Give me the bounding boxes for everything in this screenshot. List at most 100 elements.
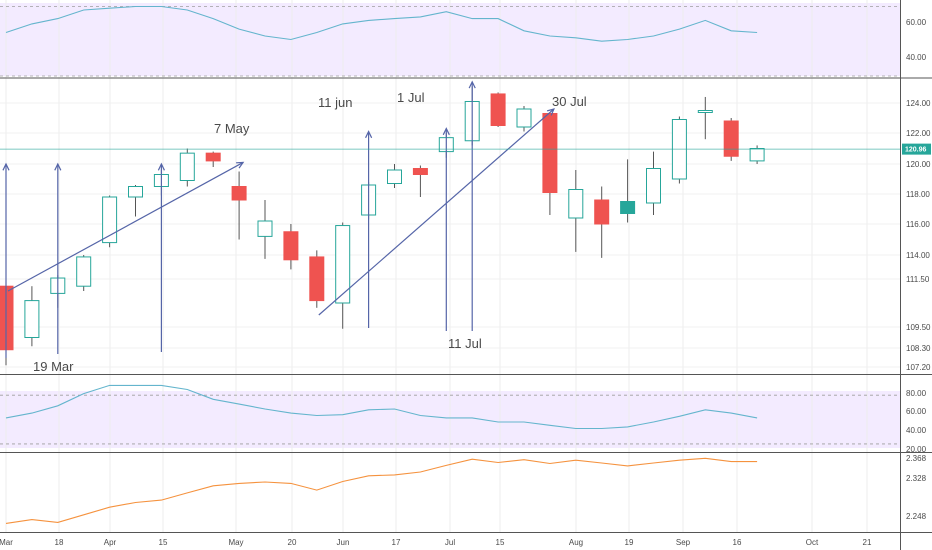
annotation-arrows xyxy=(2,80,555,358)
annotation-11-jun: 11 jun xyxy=(318,95,352,110)
candlesticks xyxy=(0,86,765,366)
candle-25 xyxy=(646,151,661,215)
bottom-indicator-line xyxy=(5,457,758,524)
price-tick-8: 108.30 xyxy=(906,344,931,353)
candle-26 xyxy=(671,116,687,184)
candle-16-body xyxy=(412,168,428,175)
candle-29 xyxy=(749,145,765,164)
bottom-tick-2: 2.248 xyxy=(906,512,927,521)
candle-23-body xyxy=(594,199,610,225)
candle-12-body xyxy=(309,256,325,302)
x-tick-11: 19 xyxy=(625,538,634,547)
vertical-arrow-5-head xyxy=(468,80,476,89)
bottom-tick-0: 2.368 xyxy=(906,454,927,463)
candle-12 xyxy=(309,250,325,308)
top-tick-0: 60.00 xyxy=(906,18,927,27)
annotation-7-may: 7 May xyxy=(214,121,250,136)
x-tick-13: 16 xyxy=(733,538,742,547)
candle-22-body xyxy=(568,189,584,219)
x-tick-3: 15 xyxy=(159,538,168,547)
candle-20-body xyxy=(516,108,532,128)
candle-7 xyxy=(179,148,195,187)
vertical-arrow-4-head xyxy=(442,127,450,136)
last-price-label: 120.96 xyxy=(905,147,927,154)
annotation-19-mar: 19 Mar xyxy=(33,359,74,374)
candle-7-body xyxy=(179,152,195,181)
vertical-arrow-1-head xyxy=(54,162,62,171)
vertical-arrow-2-head xyxy=(157,162,165,171)
x-tick-12: Sep xyxy=(676,538,691,547)
price-tick-5: 114.00 xyxy=(906,251,930,260)
price-tick-6: 111.50 xyxy=(906,275,930,284)
candle-3 xyxy=(76,255,92,291)
candle-13-body xyxy=(335,225,351,304)
candle-1 xyxy=(24,286,40,347)
x-tick-6: Jun xyxy=(337,538,350,547)
candle-25-body xyxy=(646,168,661,204)
diagonal-arrow-1-head xyxy=(546,108,555,116)
candle-28-body xyxy=(723,120,739,157)
candle-27 xyxy=(697,96,713,140)
candle-24-body xyxy=(620,201,636,214)
candle-21-body xyxy=(542,113,558,193)
x-tick-15: 21 xyxy=(863,538,872,547)
mid-tick-0: 80.00 xyxy=(906,389,927,398)
candle-19 xyxy=(490,92,506,127)
candle-10 xyxy=(257,200,273,259)
candle-15 xyxy=(387,164,402,188)
candle-9 xyxy=(231,171,247,240)
candle-5-body xyxy=(128,186,143,198)
top-indicator-line xyxy=(5,5,758,42)
price-annotations: 19 Mar 7 May 11 jun 1 Jul 11 Jul 30 Jul xyxy=(33,90,587,374)
candle-15-body xyxy=(387,169,402,184)
candle-1-body xyxy=(24,300,40,339)
vertical-arrow-0-head xyxy=(2,162,10,171)
annotation-11-jul: 11 Jul xyxy=(448,336,482,351)
candle-4 xyxy=(102,195,118,248)
price-tick-2: 120.00 xyxy=(906,160,931,169)
diagonal-arrow-0 xyxy=(7,161,244,292)
x-tick-9: 15 xyxy=(496,538,505,547)
diagonal-arrow-1 xyxy=(318,108,555,316)
top-tick-1: 40.00 xyxy=(906,53,927,62)
candle-3-body xyxy=(76,256,92,287)
x-tick-2: Apr xyxy=(104,538,117,547)
annotation-1-jul: 1 Jul xyxy=(397,90,425,105)
x-tick-0: Mar xyxy=(0,538,13,547)
candle-28 xyxy=(723,118,739,161)
annotation-30-jul: 30 Jul xyxy=(552,94,587,109)
bottom-tick-1: 2.328 xyxy=(906,474,927,483)
candle-21 xyxy=(542,112,558,215)
x-tick-7: 17 xyxy=(392,538,401,547)
candle-22 xyxy=(568,170,584,252)
mid-tick-1: 60.00 xyxy=(906,407,927,416)
price-tick-7: 109.50 xyxy=(906,323,931,332)
x-tick-4: May xyxy=(228,538,243,547)
candle-10-body xyxy=(257,220,273,237)
candle-27-body xyxy=(697,110,713,113)
candle-23 xyxy=(594,186,610,258)
indicator-lines xyxy=(5,5,758,524)
price-tick-1: 122.00 xyxy=(906,129,931,138)
x-tick-1: 18 xyxy=(55,538,64,547)
mid-tick-2: 40.00 xyxy=(906,426,927,435)
candle-16 xyxy=(412,165,428,197)
x-axis-labels: Mar 18 Apr 15 May 20 Jun 17 Jul 15 Aug 19 Sep 16 Oct 21 xyxy=(0,538,872,547)
candle-11 xyxy=(283,224,299,270)
candle-5 xyxy=(128,185,143,217)
last-price-badge xyxy=(902,143,931,155)
candle-13 xyxy=(335,222,351,329)
candle-24 xyxy=(620,159,636,223)
price-tick-4: 116.00 xyxy=(906,220,930,229)
candle-8-body xyxy=(205,152,221,162)
candle-11-body xyxy=(283,231,299,261)
candle-29-body xyxy=(749,148,765,162)
x-tick-14: Oct xyxy=(806,538,819,547)
candle-20 xyxy=(516,106,532,132)
candle-19-body xyxy=(490,93,506,127)
mid-tick-3: 20.00 xyxy=(906,445,927,454)
candle-4-body xyxy=(102,196,118,244)
mid-indicator-line xyxy=(5,384,758,430)
